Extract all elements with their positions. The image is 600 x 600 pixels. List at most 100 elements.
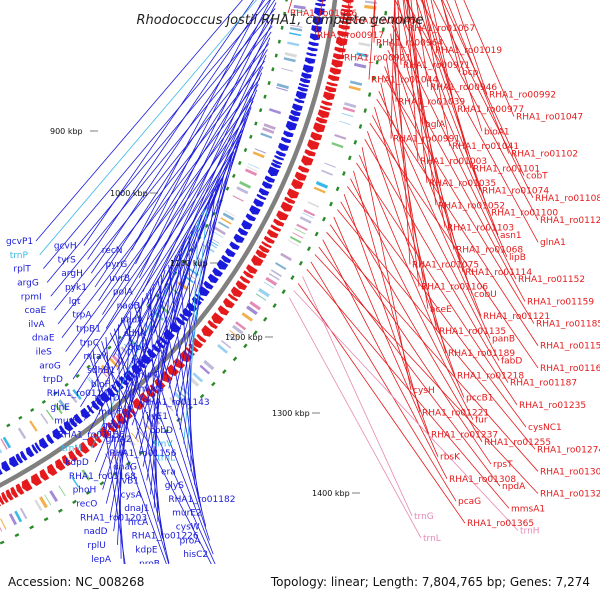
gene-label-RHA1_ro01203: RHA1_ro01203 xyxy=(80,513,147,523)
feature-stripe xyxy=(108,357,119,368)
leader-line xyxy=(54,43,270,311)
forward-gene xyxy=(10,486,19,498)
marker-tick xyxy=(280,25,284,30)
reverse-gene xyxy=(1,460,11,472)
gene-label-RHA1_ro01226: RHA1_ro01226 xyxy=(132,532,199,542)
forward-gene xyxy=(261,241,272,249)
forward-gene xyxy=(307,139,320,150)
gene-label-dnaG: dnaG xyxy=(113,463,137,473)
marker-tick xyxy=(263,316,268,322)
label-leader-lines xyxy=(35,0,539,592)
gene-label-trpB1: trpB1 xyxy=(76,325,101,335)
gene-label-cysA: cysA xyxy=(121,490,143,500)
marker-tick xyxy=(358,124,363,129)
gene-label-RHA1_ro00921: RHA1_ro00921 xyxy=(344,53,411,63)
feature-stripe xyxy=(203,359,215,371)
reverse-gene xyxy=(272,159,283,165)
forward-gene xyxy=(331,59,344,68)
gene-label-hrcA: hrcA xyxy=(128,518,149,528)
gene-label-RHA1_ro01274: RHA1_ro01274 xyxy=(537,445,600,455)
forward-gene xyxy=(255,249,267,259)
feature-stripe xyxy=(293,9,306,12)
gene-label-npdA: npdA xyxy=(502,482,526,492)
feature-stripe xyxy=(173,391,185,403)
feature-stripe xyxy=(284,52,297,58)
feature-stripe xyxy=(315,181,329,189)
feature-stripe xyxy=(260,132,273,139)
gene-label-trpC: trpC xyxy=(80,338,99,348)
reverse-gene xyxy=(290,109,301,116)
forward-gene xyxy=(21,478,33,492)
forward-gene xyxy=(79,441,90,454)
marker-tick xyxy=(347,155,352,161)
feature-stripe xyxy=(334,133,347,140)
forward-gene xyxy=(332,53,345,60)
reverse-gene xyxy=(237,227,249,236)
reverse-gene xyxy=(278,142,289,151)
forward-gene xyxy=(301,155,314,166)
forward-gene xyxy=(243,270,254,279)
forward-gene xyxy=(291,178,304,189)
reverse-gene xyxy=(233,233,245,243)
reverse-gene xyxy=(307,46,318,52)
feature-stripe xyxy=(72,389,82,400)
feature-stripe xyxy=(40,413,49,424)
forward-gene xyxy=(266,229,279,239)
reverse-gene xyxy=(316,0,326,3)
leader-line xyxy=(94,225,196,463)
forward-gene xyxy=(31,473,43,486)
forward-gene xyxy=(196,333,207,343)
leader-line xyxy=(96,345,221,582)
gene-label-murE2: murE2 xyxy=(172,509,202,519)
feature-stripe xyxy=(98,367,108,378)
feature-stripe xyxy=(239,180,252,189)
gene-label-era: era xyxy=(161,467,176,477)
reverse-gene xyxy=(106,387,116,398)
marker-tick xyxy=(225,186,230,191)
feature-stripe xyxy=(164,402,174,412)
feature-stripe xyxy=(199,364,211,375)
feature-stripe xyxy=(206,241,218,249)
scale-label: 1400 kbp xyxy=(312,489,350,498)
gene-label-RHA1_ro01121: RHA1_ro01121 xyxy=(483,312,550,322)
feature-stripe xyxy=(125,435,136,447)
leader-line xyxy=(394,0,397,102)
forward-gene xyxy=(74,446,84,458)
marker-tick xyxy=(199,393,205,399)
marker-tick xyxy=(64,382,69,387)
forward-gene xyxy=(310,131,323,141)
forward-gene xyxy=(297,165,310,173)
marker-tick xyxy=(18,415,23,420)
gene-label-RHA1_ro01301: RHA1_ro01301 xyxy=(540,467,600,477)
reverse-gene xyxy=(315,2,326,7)
feature-stripe xyxy=(296,223,308,231)
leader-line xyxy=(442,0,525,176)
leader-line xyxy=(35,0,243,242)
leader-line xyxy=(406,0,499,235)
reverse-gene xyxy=(38,437,49,449)
gene-label-RHA1_ro01221: RHA1_ro01221 xyxy=(422,408,489,418)
gene-label-gcvH: gcvH xyxy=(54,242,77,252)
marker-tick xyxy=(57,508,63,513)
gene-label-trnP: trnP xyxy=(10,251,29,261)
reverse-gene xyxy=(207,273,219,284)
feature-stripe xyxy=(224,210,236,217)
gene-label-pccB1: pccB1 xyxy=(466,394,494,404)
marker-tick xyxy=(263,94,267,99)
leader-line xyxy=(168,140,240,389)
reverse-gene xyxy=(229,241,240,250)
feature-stripe xyxy=(339,120,351,125)
gene-label-gcvP1: gcvP1 xyxy=(6,237,33,247)
feature-stripe xyxy=(8,513,17,526)
gene-label-lgt: lgt xyxy=(69,297,81,307)
feature-stripe xyxy=(353,62,367,69)
gene-label-RHA1_ro01152: RHA1_ro01152 xyxy=(518,275,585,285)
reverse-gene xyxy=(299,77,311,84)
feature-stripe xyxy=(349,80,363,86)
feature-stripe xyxy=(58,485,66,497)
gene-label-cobU: cobU xyxy=(474,290,497,300)
feature-stripe xyxy=(248,163,260,169)
reverse-gene xyxy=(275,150,286,157)
scale-label: 1200 kbp xyxy=(225,333,263,342)
